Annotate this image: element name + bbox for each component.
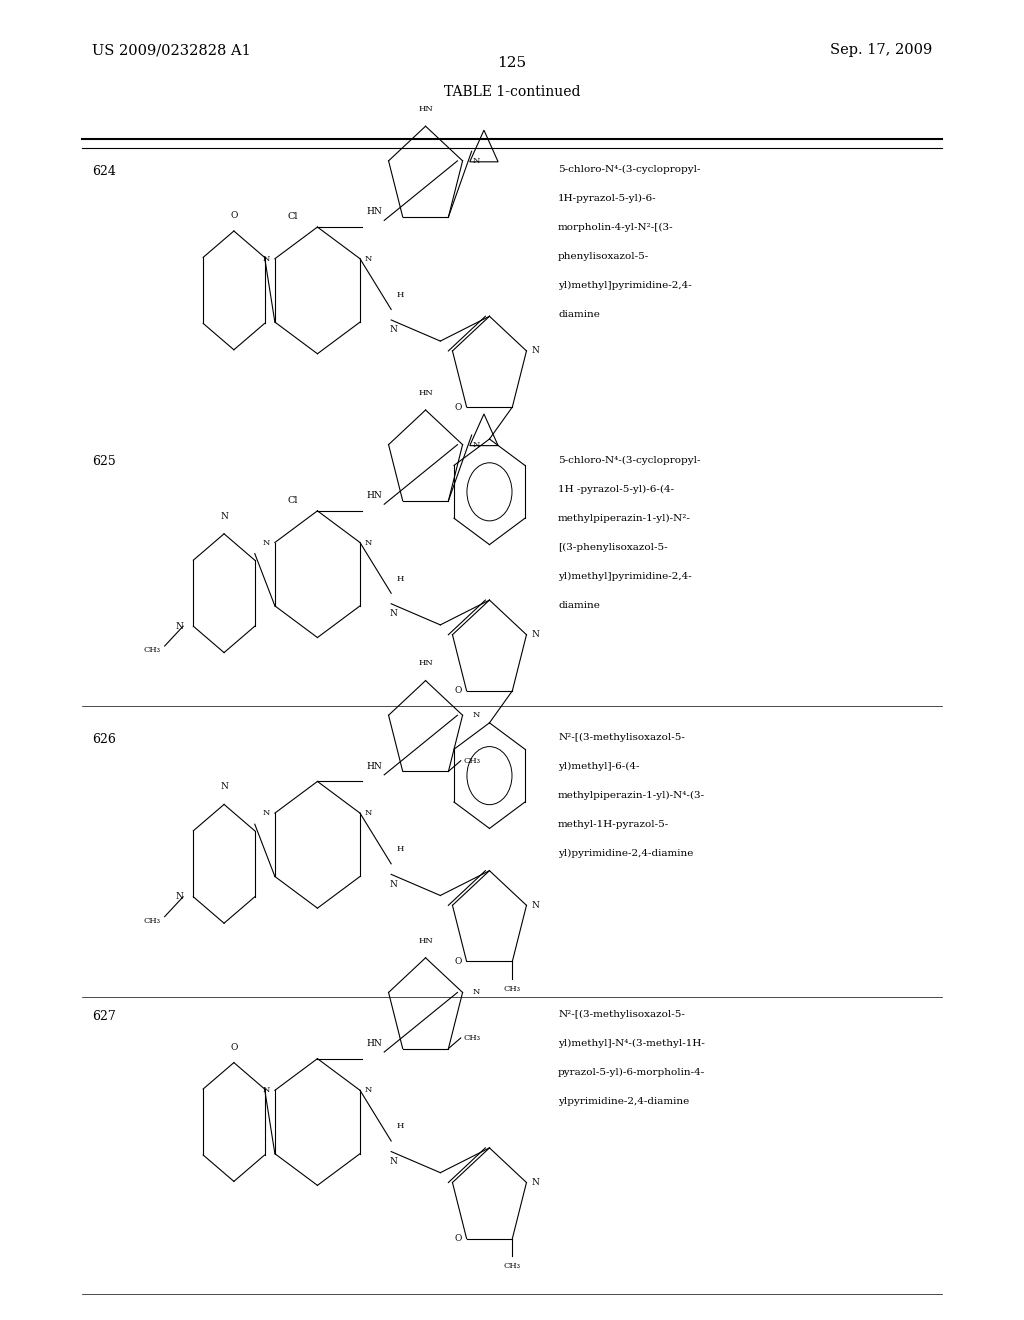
Text: CH₃: CH₃ (464, 756, 481, 764)
Text: methyl-1H-pyrazol-5-: methyl-1H-pyrazol-5- (558, 820, 670, 829)
Text: H: H (396, 1122, 403, 1130)
Text: 626: 626 (92, 733, 116, 746)
Text: N: N (220, 783, 228, 791)
Text: 624: 624 (92, 165, 116, 178)
Text: Cl: Cl (288, 495, 298, 504)
Text: Cl: Cl (288, 211, 298, 220)
Text: CH₃: CH₃ (143, 645, 161, 653)
Text: N: N (389, 325, 397, 334)
Text: HN: HN (418, 660, 433, 668)
Text: 625: 625 (92, 455, 116, 469)
Text: N: N (389, 879, 397, 888)
Text: 5-chloro-N⁴-(3-cyclopropyl-: 5-chloro-N⁴-(3-cyclopropyl- (558, 455, 700, 465)
Text: yl)methyl]-6-(4-: yl)methyl]-6-(4- (558, 762, 640, 771)
Text: N: N (531, 1177, 540, 1187)
Text: [(3-phenylisoxazol-5-: [(3-phenylisoxazol-5- (558, 543, 668, 552)
Text: N: N (473, 711, 480, 719)
Text: US 2009/0232828 A1: US 2009/0232828 A1 (92, 44, 251, 57)
Text: N: N (473, 157, 480, 165)
Text: N: N (263, 1086, 270, 1094)
Text: N: N (263, 539, 270, 546)
Text: N: N (365, 809, 372, 817)
Text: O: O (230, 211, 238, 220)
Text: Sep. 17, 2009: Sep. 17, 2009 (829, 44, 932, 57)
Text: HN: HN (367, 762, 383, 771)
Text: methylpiperazin-1-yl)-N²-: methylpiperazin-1-yl)-N²- (558, 513, 691, 523)
Text: HN: HN (418, 937, 433, 945)
Text: N: N (365, 539, 372, 546)
Text: N: N (365, 255, 372, 263)
Text: O: O (454, 957, 462, 966)
Text: N: N (175, 892, 183, 902)
Text: N: N (531, 630, 540, 639)
Text: H: H (396, 290, 403, 298)
Text: N²-[(3-methylisoxazol-5-: N²-[(3-methylisoxazol-5- (558, 1010, 685, 1019)
Text: N: N (175, 622, 183, 631)
Text: diamine: diamine (558, 601, 600, 610)
Text: CH₃: CH₃ (143, 916, 161, 924)
Text: diamine: diamine (558, 310, 600, 319)
Text: 125: 125 (498, 57, 526, 70)
Text: O: O (454, 686, 462, 696)
Text: phenylisoxazol-5-: phenylisoxazol-5- (558, 252, 649, 261)
Text: 1H -pyrazol-5-yl)-6-(4-: 1H -pyrazol-5-yl)-6-(4- (558, 484, 674, 494)
Text: pyrazol-5-yl)-6-morpholin-4-: pyrazol-5-yl)-6-morpholin-4- (558, 1068, 706, 1077)
Text: yl)methyl]pyrimidine-2,4-: yl)methyl]pyrimidine-2,4- (558, 281, 692, 290)
Text: N: N (473, 441, 480, 449)
Text: N: N (389, 609, 397, 618)
Text: N: N (531, 346, 540, 355)
Text: N: N (263, 809, 270, 817)
Text: O: O (230, 1043, 238, 1052)
Text: N: N (473, 989, 480, 997)
Text: O: O (454, 1234, 462, 1243)
Text: morpholin-4-yl-N²-[(3-: morpholin-4-yl-N²-[(3- (558, 223, 674, 232)
Text: HN: HN (418, 106, 433, 114)
Text: O: O (454, 403, 462, 412)
Text: HN: HN (418, 389, 433, 397)
Text: yl)methyl]-N⁴-(3-methyl-1H-: yl)methyl]-N⁴-(3-methyl-1H- (558, 1039, 705, 1048)
Text: 627: 627 (92, 1010, 116, 1023)
Text: methylpiperazin-1-yl)-N⁴-(3-: methylpiperazin-1-yl)-N⁴-(3- (558, 791, 706, 800)
Text: N²-[(3-methylisoxazol-5-: N²-[(3-methylisoxazol-5- (558, 733, 685, 742)
Text: CH₃: CH₃ (504, 985, 521, 993)
Text: 1H-pyrazol-5-yl)-6-: 1H-pyrazol-5-yl)-6- (558, 194, 656, 203)
Text: HN: HN (367, 1039, 383, 1048)
Text: HN: HN (367, 491, 383, 500)
Text: N: N (263, 255, 270, 263)
Text: CH₃: CH₃ (464, 1034, 481, 1041)
Text: N: N (365, 1086, 372, 1094)
Text: TABLE 1-continued: TABLE 1-continued (443, 86, 581, 99)
Text: 5-chloro-N⁴-(3-cyclopropyl-: 5-chloro-N⁴-(3-cyclopropyl- (558, 165, 700, 174)
Text: N: N (220, 512, 228, 520)
Text: HN: HN (367, 207, 383, 216)
Text: CH₃: CH₃ (504, 1262, 521, 1270)
Text: H: H (396, 574, 403, 582)
Text: yl)pyrimidine-2,4-diamine: yl)pyrimidine-2,4-diamine (558, 849, 693, 858)
Text: ylpyrimidine-2,4-diamine: ylpyrimidine-2,4-diamine (558, 1097, 689, 1106)
Text: N: N (531, 900, 540, 909)
Text: H: H (396, 845, 403, 853)
Text: yl)methyl]pyrimidine-2,4-: yl)methyl]pyrimidine-2,4- (558, 572, 692, 581)
Text: N: N (389, 1156, 397, 1166)
